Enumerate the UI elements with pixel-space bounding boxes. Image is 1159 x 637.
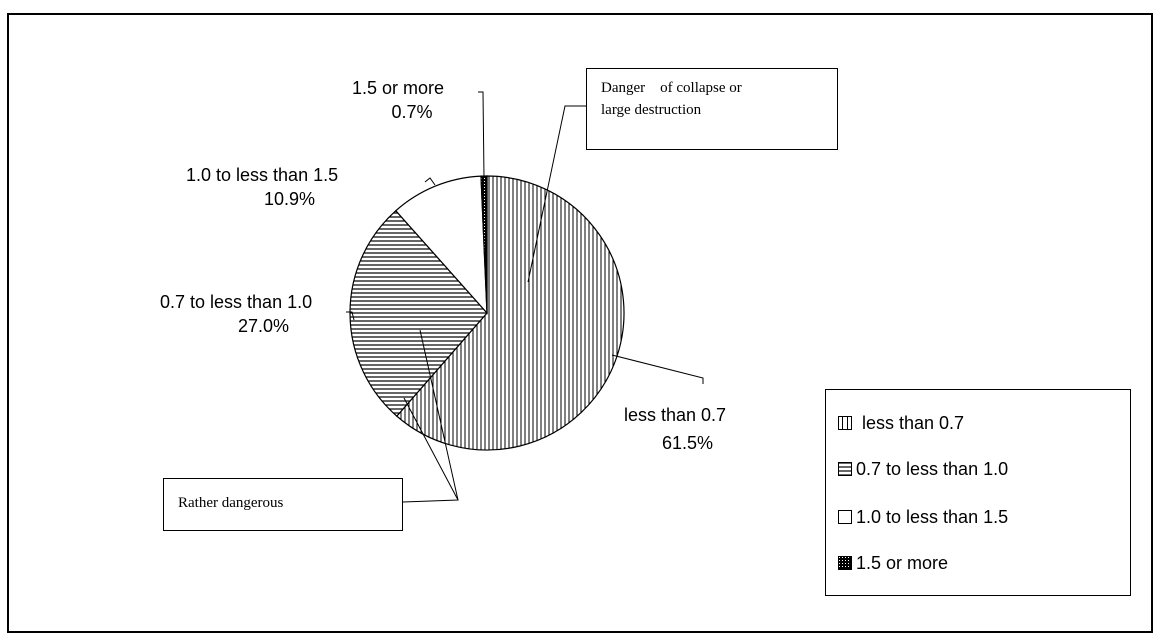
leader-less-than-0-7 — [611, 354, 704, 384]
pie-slices — [349, 175, 625, 451]
callout-rather-dangerous-text: Rather dangerous — [178, 495, 284, 511]
slice-label-less-than-0-7: less than 0.7 61.5% — [624, 403, 726, 455]
callout-danger-line-1: Danger of collapse or — [601, 80, 742, 96]
leader-rather-dangerous-2 — [403, 397, 459, 501]
callout-danger-of-collapse: Danger of collapse or large destruction — [586, 68, 838, 150]
pie-slice-less-than-0-7 — [395, 175, 625, 451]
leader-0-7-to-1-0 — [346, 311, 355, 321]
chart-legend: less than 0.7 0.7 to less than 1.0 1.0 t… — [825, 389, 1131, 596]
leader-1-0-to-1-5 — [424, 177, 436, 186]
legend-label-1-5-or-more: 1.5 or more — [856, 553, 949, 573]
legend-label-less-than-0-7: less than 0.7 — [862, 413, 965, 433]
slice-label-1-0-to-1-5: 1.0 to less than 1.5 10.9% — [186, 163, 338, 211]
slice-category-0-7-to-1-0: 0.7 to less than 1.0 — [160, 292, 313, 312]
legend-item-1-5-or-more: 1.5 or more — [838, 552, 948, 574]
leader-1-5-or-more — [478, 91, 485, 179]
legend-item-less-than-0-7: less than 0.7 — [838, 412, 964, 434]
slice-label-1-5-or-more: 1.5 or more 0.7% — [338, 76, 458, 124]
callout-danger-line-2: large destruction — [601, 102, 702, 118]
slice-value-1-5-or-more: 0.7% — [391, 102, 433, 122]
legend-label-0-7-to-1-0: 0.7 to less than 1.0 — [856, 459, 1009, 479]
slice-category-less-than-0-7: less than 0.7 — [624, 405, 727, 425]
slice-category-1-5-or-more: 1.5 or more — [351, 78, 445, 98]
callout-rather-dangerous: Rather dangerous — [163, 478, 403, 531]
legend-item-0-7-to-1-0: 0.7 to less than 1.0 — [838, 458, 1008, 480]
slice-category-1-0-to-1-5: 1.0 to less than 1.5 — [186, 165, 339, 185]
pie-slice-0-7-to-less-than-1-0 — [349, 209, 488, 417]
slice-value-1-0-to-1-5: 10.9% — [264, 189, 316, 209]
pie-slice-1-0-to-less-than-1-5 — [394, 175, 488, 315]
legend-swatch-horizontal-lines — [838, 462, 852, 476]
slice-label-0-7-to-1-0: 0.7 to less than 1.0 27.0% — [160, 290, 312, 338]
legend-swatch-cross-hatch — [838, 556, 852, 570]
legend-label-1-0-to-1-5: 1.0 to less than 1.5 — [856, 507, 1009, 527]
slice-value-less-than-0-7: 61.5% — [662, 433, 714, 453]
leader-danger-callout — [527, 105, 586, 283]
leader-lines — [346, 91, 704, 503]
legend-item-1-0-to-1-5: 1.0 to less than 1.5 — [838, 506, 1008, 528]
legend-swatch-white — [838, 510, 852, 524]
slice-value-0-7-to-1-0: 27.0% — [238, 316, 290, 336]
legend-swatch-vertical-lines — [838, 416, 852, 430]
